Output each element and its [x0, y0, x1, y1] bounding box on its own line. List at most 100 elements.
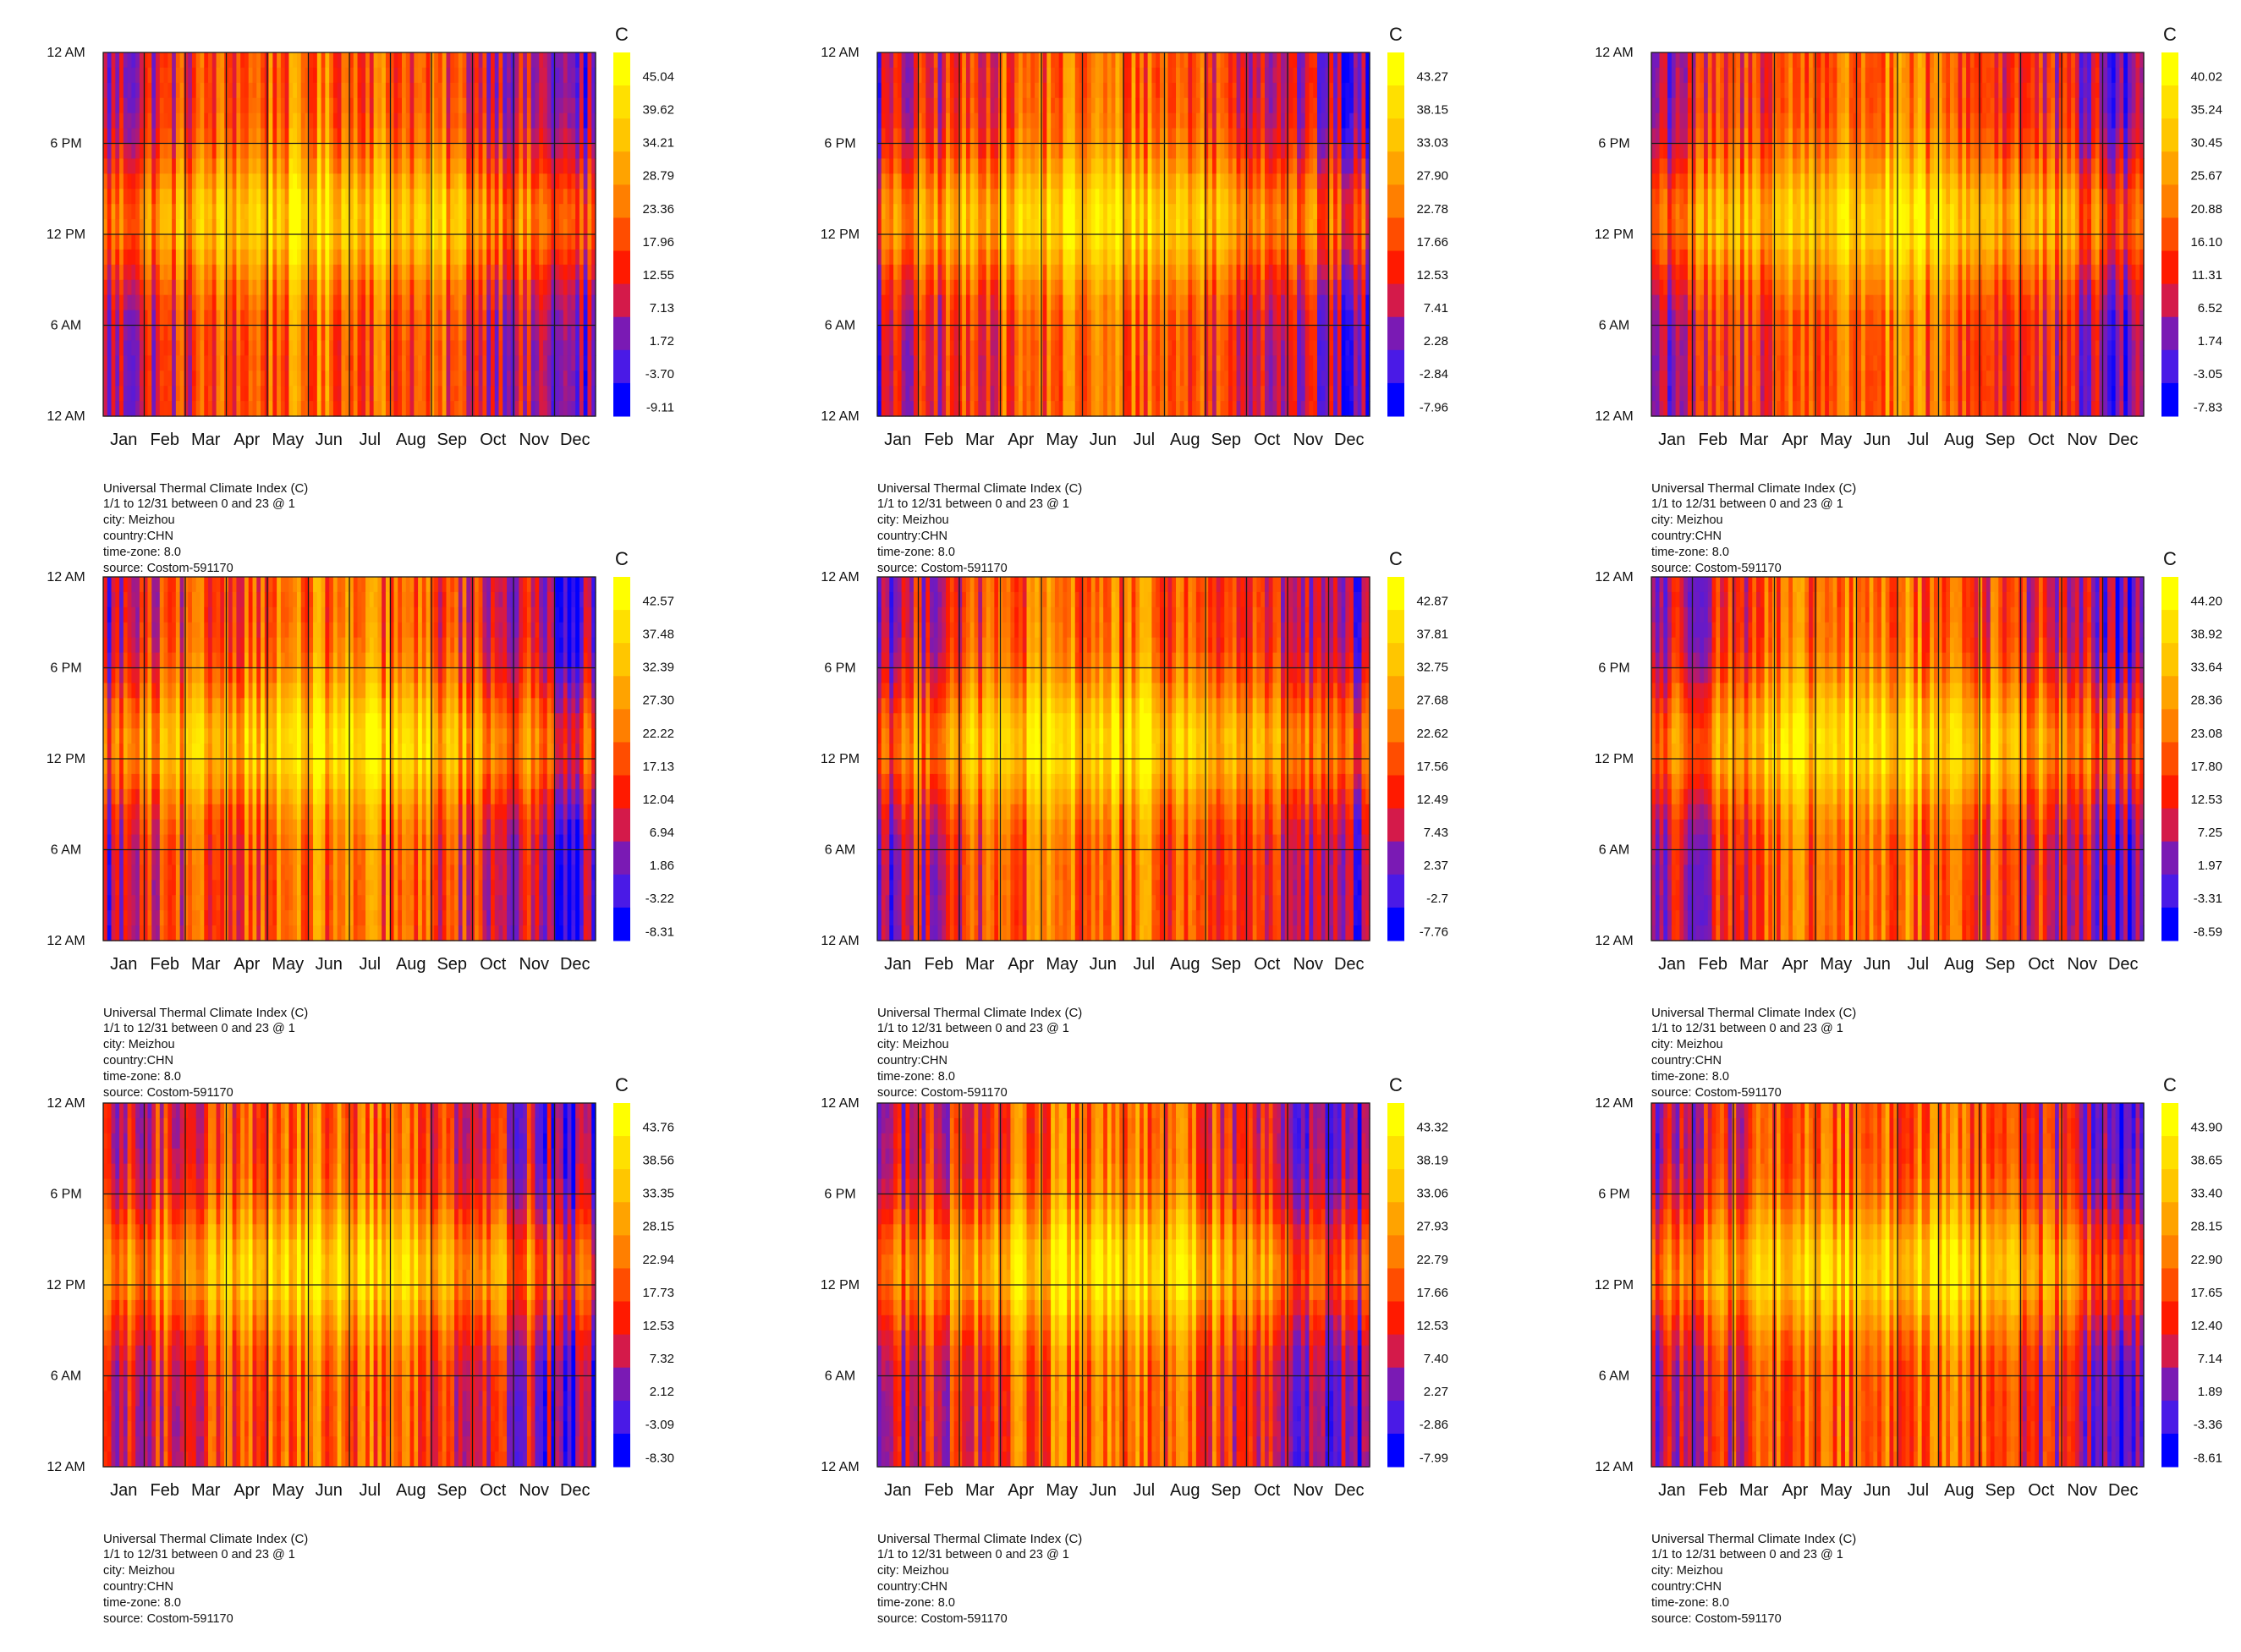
heat-cell — [478, 325, 484, 342]
heat-cell — [530, 325, 536, 342]
heat-cell — [309, 340, 314, 356]
heat-cell — [530, 82, 536, 99]
heat-cell — [389, 294, 395, 311]
heat-cell — [1095, 189, 1100, 205]
heat-cell — [131, 355, 136, 371]
heat-cell — [123, 189, 129, 205]
heat-cell — [402, 204, 407, 220]
heat-cell — [228, 128, 233, 145]
heat-cell — [1103, 386, 1108, 402]
heat-cell — [1063, 97, 1068, 114]
heat-cell — [926, 128, 931, 145]
heat-cell — [280, 264, 286, 281]
heat-cell — [398, 249, 403, 266]
heat-cell — [1184, 143, 1189, 160]
heat-cell — [1143, 279, 1149, 296]
heat-cell — [877, 386, 882, 402]
heat-cell — [994, 97, 999, 114]
heat-cell — [349, 52, 354, 69]
heat-cell — [494, 97, 500, 114]
heat-cell — [1063, 234, 1068, 250]
heat-cell — [1211, 173, 1217, 189]
heat-cell — [325, 219, 330, 235]
heat-cell — [131, 189, 136, 205]
heat-cell — [587, 279, 592, 296]
heat-cell — [349, 128, 354, 145]
heat-cell — [1143, 143, 1149, 160]
heat-cell — [111, 52, 116, 69]
heat-cell — [179, 234, 185, 250]
heat-cell — [163, 82, 168, 99]
heat-cell — [946, 294, 951, 311]
heat-cell — [147, 370, 152, 387]
heat-cell — [365, 219, 371, 235]
heat-cell — [498, 401, 503, 417]
heat-cell — [1195, 82, 1201, 99]
heat-cell — [393, 82, 398, 99]
heat-cell — [953, 325, 959, 342]
heat-cell — [1099, 370, 1104, 387]
heat-cell — [494, 67, 500, 84]
heat-cell — [1079, 82, 1084, 99]
heat-cell — [232, 204, 238, 220]
heat-cell — [921, 189, 926, 205]
heat-cell — [559, 234, 564, 250]
heat-cell — [1167, 113, 1173, 129]
heat-cell — [211, 113, 217, 129]
heat-cell — [579, 355, 585, 371]
heat-cell — [1176, 173, 1181, 189]
heat-cell — [486, 325, 492, 342]
heat-cell — [332, 294, 338, 311]
heat-cell — [958, 325, 963, 342]
heat-cell — [111, 158, 116, 174]
heat-cell — [1026, 67, 1031, 84]
heat-cell — [434, 325, 439, 342]
heat-cell — [1172, 279, 1177, 296]
heat-cell — [933, 219, 939, 235]
heat-cell — [1159, 401, 1165, 417]
heat-cell — [191, 189, 197, 205]
heat-cell — [530, 204, 536, 220]
heat-cell — [917, 143, 923, 160]
heat-cell — [204, 189, 209, 205]
heat-cell — [905, 264, 910, 281]
heat-cell — [1147, 249, 1152, 266]
heat-cell — [978, 113, 983, 129]
heat-cell — [917, 310, 923, 327]
heat-cell — [901, 325, 906, 342]
heat-cell — [885, 325, 890, 342]
heat-cell — [103, 189, 108, 205]
heat-cell — [526, 234, 532, 250]
heat-cell — [256, 82, 261, 99]
caption-line: time-zone: 8.0 — [103, 545, 695, 561]
heat-cell — [462, 264, 467, 281]
heat-cell — [962, 264, 967, 281]
heat-cell — [889, 310, 894, 327]
heat-cell — [462, 128, 467, 145]
heat-cell — [1067, 143, 1072, 160]
heat-cell — [426, 264, 431, 281]
heat-cell — [1042, 52, 1047, 69]
heat-cell — [248, 113, 254, 129]
heat-cell — [551, 355, 556, 371]
heat-cell — [305, 234, 310, 250]
heat-cell — [143, 67, 149, 84]
heat-cell — [1046, 249, 1052, 266]
heat-cell — [284, 401, 290, 417]
heat-cell — [252, 52, 257, 69]
heat-cell — [474, 97, 480, 114]
heat-cell — [953, 264, 959, 281]
heat-cell — [1079, 128, 1084, 145]
heat-cell — [131, 370, 136, 387]
heat-cell — [1119, 204, 1124, 220]
heat-cell — [313, 52, 318, 69]
heat-cell — [341, 294, 346, 311]
heat-cell — [526, 249, 532, 266]
heat-cell — [409, 386, 415, 402]
heat-cell — [917, 234, 923, 250]
heat-cell — [398, 204, 403, 220]
heat-cell — [1079, 279, 1084, 296]
heat-cell — [175, 82, 181, 99]
heat-cell — [1159, 310, 1165, 327]
heat-cell — [398, 340, 403, 356]
